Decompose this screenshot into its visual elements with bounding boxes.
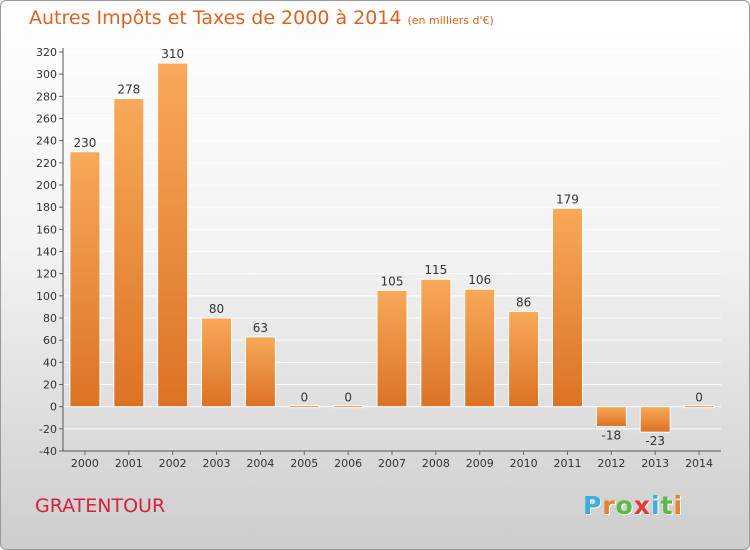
bar-2006 — [332, 405, 364, 409]
y-tick-label: 40 — [43, 356, 57, 369]
y-tick-label: 60 — [43, 334, 57, 347]
y-tick-label: 120 — [36, 268, 57, 281]
x-tick-label: 2009 — [466, 457, 494, 470]
logo-letter: t — [660, 491, 674, 520]
bar-2007 — [376, 289, 408, 408]
bar-2000 — [69, 151, 101, 408]
data-label-2006: 0 — [344, 391, 352, 405]
bar-2011 — [551, 207, 583, 408]
x-tick-label: 2005 — [290, 457, 318, 470]
data-label-2012: -18 — [602, 429, 622, 443]
data-label-2014: 0 — [695, 391, 703, 405]
chart-title: Autres Impôts et Taxes de 2000 à 2014 — [29, 7, 402, 29]
bar-2012 — [595, 406, 627, 428]
data-labels: 230 278 310 80 63 0 0 105 115 106 86 179 -18 -23 0 — [73, 47, 702, 448]
data-label-2011: 179 — [556, 192, 579, 206]
x-tick-label: 2000 — [71, 457, 99, 470]
x-tick-label: 2010 — [510, 457, 538, 470]
bar-2010 — [508, 310, 540, 408]
x-tick-label: 2001 — [115, 457, 143, 470]
x-tick-label: 2004 — [246, 457, 274, 470]
y-tick-label: 260 — [36, 113, 57, 126]
data-label-2007: 105 — [381, 274, 404, 288]
y-tick-label: 320 — [36, 46, 57, 59]
chart-title-line: Autres Impôts et Taxes de 2000 à 2014 (en… — [29, 7, 494, 29]
y-tick-label: 20 — [43, 379, 57, 392]
y-tick-label: 140 — [36, 246, 57, 259]
bar-2014 — [683, 405, 715, 409]
x-tick-label: 2006 — [334, 457, 362, 470]
bar-2002 — [157, 62, 189, 408]
x-tick-label: 2003 — [203, 457, 231, 470]
data-label-2002: 310 — [161, 47, 184, 61]
x-tick-label: 2007 — [378, 457, 406, 470]
x-tick-label: 2008 — [422, 457, 450, 470]
y-tick-label: 180 — [36, 201, 57, 214]
logo-letter: o — [615, 491, 634, 520]
logo-letter: i — [673, 491, 684, 520]
data-label-2009: 106 — [468, 273, 491, 287]
y-tick-label: 80 — [43, 312, 57, 325]
y-tick-label: 200 — [36, 179, 57, 192]
y-tick-label: 0 — [50, 401, 57, 414]
axes: -40 -20 0 20 40 60 80 100 120 140 160 180 200 220 240 2… — [36, 46, 721, 470]
y-tick-label: 160 — [36, 223, 57, 236]
data-label-2000: 230 — [73, 136, 96, 150]
data-label-2008: 115 — [424, 263, 447, 277]
logo-letter: r — [602, 491, 616, 520]
y-tick-label: 280 — [36, 90, 57, 103]
bar-2008 — [420, 278, 452, 408]
x-tick-label: 2013 — [641, 457, 669, 470]
x-tick-label: 2002 — [159, 457, 187, 470]
bar-2013 — [639, 406, 671, 433]
y-tick-label: 300 — [36, 68, 57, 81]
y-tick-label: -40 — [39, 445, 57, 458]
y-tick-label: 240 — [36, 135, 57, 148]
bar-2004 — [244, 336, 276, 408]
y-tick-label: 100 — [36, 290, 57, 303]
bars — [69, 62, 715, 433]
logo-letter: P — [583, 491, 603, 520]
x-tick-label: 2012 — [597, 457, 625, 470]
y-tick-label: 220 — [36, 157, 57, 170]
data-label-2001: 278 — [117, 83, 140, 97]
data-label-2004: 63 — [253, 321, 268, 335]
bar-2003 — [201, 317, 233, 408]
data-label-2013: -23 — [645, 434, 665, 448]
proxiti-logo: Proxiti — [583, 491, 683, 520]
data-label-2005: 0 — [300, 391, 308, 405]
bar-2001 — [113, 98, 145, 408]
x-tick-label: 2014 — [685, 457, 713, 470]
bar-2005 — [288, 405, 320, 409]
bar-2009 — [464, 288, 496, 408]
place-name: GRATENTOUR — [35, 495, 166, 517]
data-label-2010: 86 — [516, 295, 531, 309]
data-label-2003: 80 — [209, 302, 224, 316]
logo-letter: x — [633, 491, 651, 520]
y-tick-label: -20 — [39, 423, 57, 436]
x-tick-label: 2011 — [553, 457, 581, 470]
logo-letter: i — [651, 491, 661, 520]
chart-unit: (en milliers d'€) — [407, 14, 494, 27]
